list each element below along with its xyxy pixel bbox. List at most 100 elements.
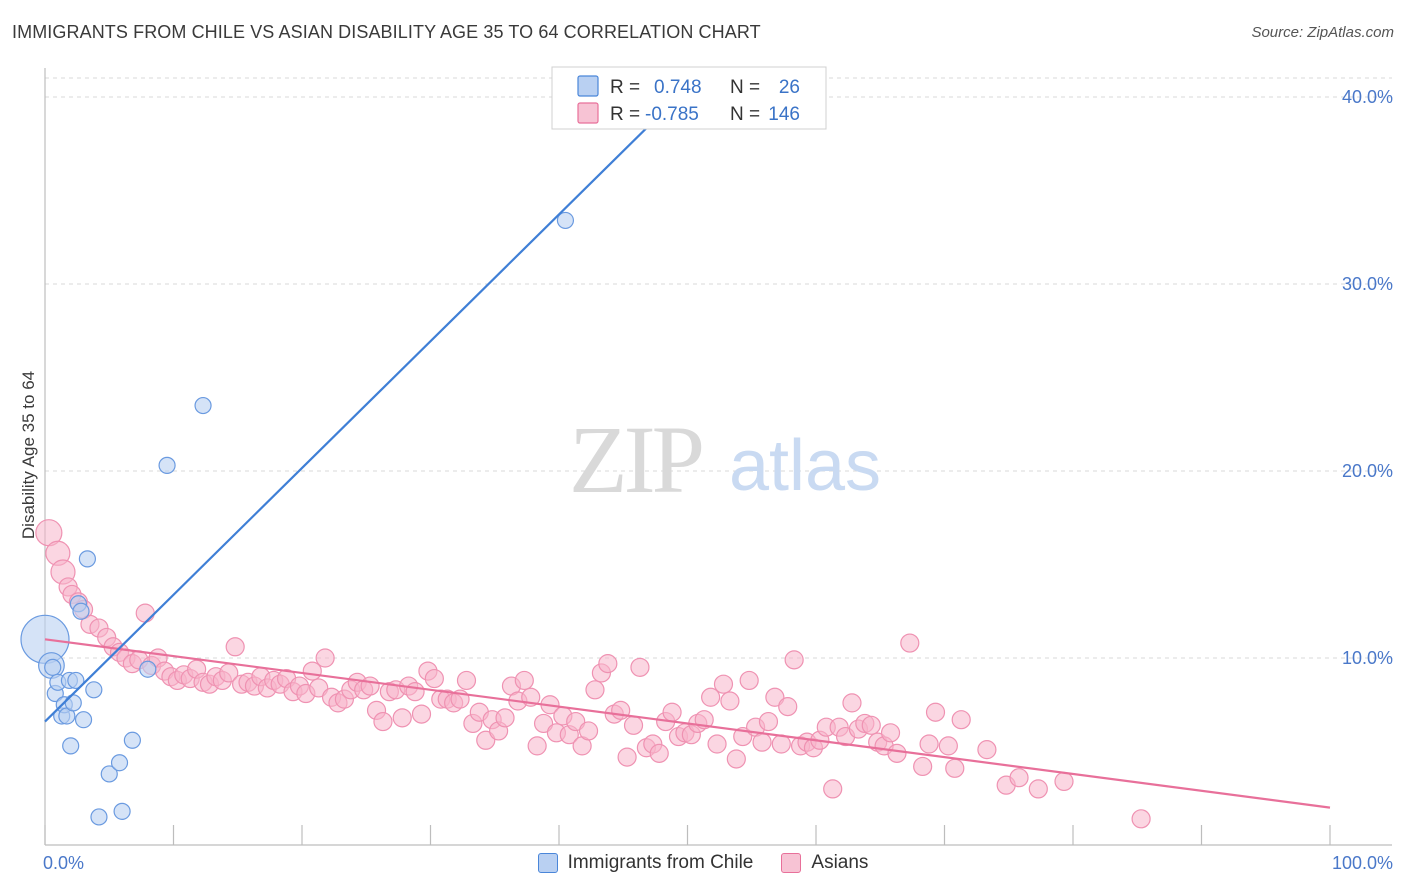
chile-point [62, 737, 80, 755]
asians-point [360, 676, 380, 696]
asians-point [456, 670, 477, 691]
legend-box: R = 0.748 N = 26 R = -0.785 N = 146 [551, 66, 827, 130]
asians-point [662, 702, 682, 722]
asians-point [752, 732, 772, 752]
asians-point [1009, 768, 1029, 788]
asians-point [649, 743, 669, 763]
chile-point [90, 808, 108, 826]
chile-point [110, 754, 129, 772]
chile-swatch [537, 853, 558, 873]
asians-point [951, 710, 971, 730]
asians-point [585, 680, 605, 700]
asians-point [630, 657, 650, 677]
asians-point [309, 678, 329, 698]
asians-point [611, 700, 631, 720]
asians-point [1054, 771, 1074, 792]
chile-point [72, 602, 90, 620]
legend-r-value-pink: -0.785 [645, 104, 699, 125]
asians-trend-line [44, 638, 1331, 809]
chile-point [158, 456, 176, 474]
chile-point [44, 658, 62, 676]
watermark: ZIP atlas [569, 406, 881, 513]
asians-point [784, 650, 804, 670]
asians-point [713, 674, 734, 694]
asians-point [823, 779, 843, 799]
chile-legend-label: Immigrants from Chile [567, 852, 754, 873]
asians-point [765, 687, 785, 707]
chile-point [74, 711, 93, 729]
asians-point [424, 668, 444, 689]
chile-trend-line [44, 86, 689, 723]
bottom-legend: Immigrants from Chile Asians [0, 852, 1406, 874]
asians-point [225, 637, 245, 657]
legend-r-label-pink: R = [610, 104, 640, 125]
y-tick-label: 40.0% [1342, 87, 1393, 107]
asians-point [861, 715, 881, 735]
asians-point [919, 734, 939, 754]
asians-point [880, 723, 901, 743]
tick-labels: 10.0% 20.0% 30.0% 40.0% 0.0% 100.0% [43, 87, 1393, 873]
legend-n-value-blue: 26 [779, 77, 800, 98]
legend-r-value-blue: 0.748 [654, 77, 702, 98]
gridlines [45, 77, 1392, 659]
chile-points [20, 211, 575, 826]
asians-point [938, 736, 958, 756]
chile-point [100, 765, 118, 783]
asians-point [842, 693, 862, 713]
asians-point [977, 740, 997, 760]
asians-point [1028, 779, 1048, 799]
asians-point [887, 743, 907, 763]
asians-point [726, 749, 746, 769]
chart-title: IMMIGRANTS FROM CHILE VS ASIAN DISABILIT… [12, 22, 761, 42]
chile-point [123, 731, 141, 749]
asians-point [411, 704, 432, 724]
legend-n-label-blue: N = [730, 77, 760, 98]
watermark-atlas: atlas [729, 426, 881, 506]
chile-point [113, 802, 131, 820]
asians-point [527, 736, 547, 756]
asians-point [405, 682, 425, 702]
asians-point [925, 702, 946, 722]
watermark-zip: ZIP [569, 406, 702, 513]
chile-point [64, 694, 82, 712]
chile-point [194, 396, 212, 415]
asians-points [35, 519, 1151, 829]
asians-point [514, 670, 534, 691]
x-tick-label: 100.0% [1332, 853, 1393, 873]
legend-n-label-pink: N = [730, 104, 760, 125]
asians-point [900, 633, 920, 653]
asians-point [778, 697, 798, 717]
asians-point [598, 654, 618, 674]
asians-point [758, 711, 779, 732]
y-tick-label: 20.0% [1342, 461, 1393, 481]
y-tick-label: 10.0% [1342, 648, 1393, 668]
asians-point [533, 713, 554, 734]
asians-point [771, 734, 791, 754]
trend-lines [44, 86, 1331, 809]
chile-point [78, 550, 97, 568]
y-axis-label: Disability Age 35 to 64 [19, 371, 38, 539]
asians-point [495, 708, 515, 728]
bottom-legend-chile: Immigrants from Chile [537, 852, 754, 874]
asians-point [720, 691, 740, 711]
axes [44, 68, 1392, 846]
chile-point [139, 660, 157, 678]
asians-point [566, 711, 586, 732]
asians-point [739, 670, 759, 691]
y-tick-label: 30.0% [1342, 274, 1393, 294]
asians-point [1131, 809, 1151, 829]
asians-point [623, 715, 644, 735]
x-tick-label: 0.0% [43, 853, 84, 873]
legend-blue-swatch [577, 75, 599, 97]
legend-pink-swatch [577, 102, 599, 124]
asians-point [913, 756, 933, 777]
asians-point [578, 721, 599, 741]
asians-swatch [781, 853, 802, 873]
chile-point [85, 681, 103, 699]
chile-point [67, 671, 85, 690]
asians-point [707, 734, 727, 754]
asians-point [701, 687, 721, 707]
legend-n-value-pink: 146 [768, 104, 800, 125]
asians-point [476, 730, 496, 750]
